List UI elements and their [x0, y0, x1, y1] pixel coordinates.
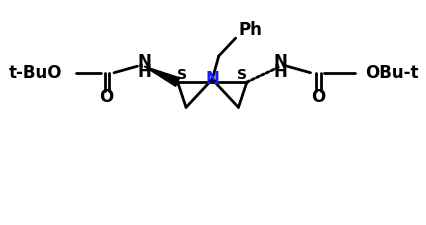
Polygon shape: [144, 66, 179, 86]
Text: _: _: [208, 68, 215, 82]
Text: H: H: [273, 63, 287, 81]
Text: H: H: [137, 63, 150, 81]
Text: Ph: Ph: [238, 21, 262, 39]
Text: N: N: [273, 52, 287, 70]
Text: S: S: [177, 68, 187, 82]
Text: O: O: [310, 88, 324, 106]
Text: N: N: [137, 52, 150, 70]
Text: t-BuO: t-BuO: [9, 64, 63, 82]
Text: OBu-t: OBu-t: [364, 64, 417, 82]
Text: O: O: [99, 88, 113, 106]
Text: S: S: [236, 68, 247, 82]
Text: N: N: [205, 70, 219, 88]
